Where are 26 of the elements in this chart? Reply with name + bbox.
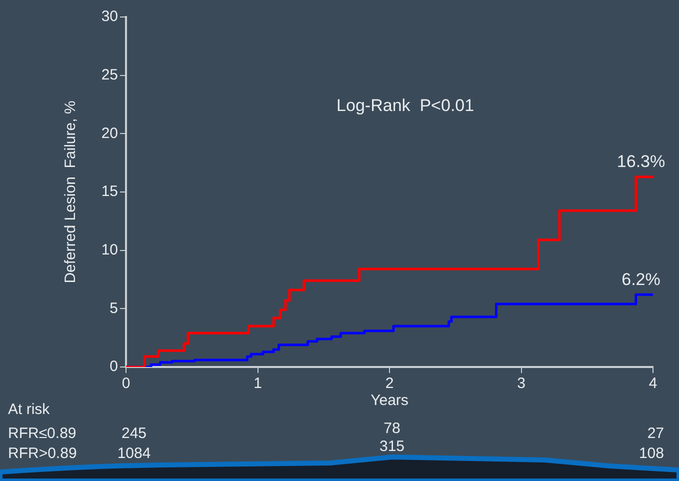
y-axis-title: Deferred Lesion Failure, % [62, 100, 80, 284]
text: RFR≤0.89 [8, 425, 76, 442]
x-tick-label: 1 [254, 375, 262, 392]
text: At risk [8, 401, 50, 418]
x-tick-label: 0 [122, 375, 130, 392]
annotation: 16.3% [616, 152, 666, 172]
text: 108 [638, 445, 664, 462]
x-tick-label: 3 [517, 375, 526, 392]
text: 78 [382, 420, 402, 437]
y-tick-label: 20 [101, 124, 118, 142]
annotation: Log-Rank P<0.01 [336, 96, 474, 116]
text: 315 [378, 438, 406, 455]
text: RFR>0.89 [8, 445, 77, 462]
y-tick-label: 0 [110, 358, 118, 376]
y-tick-label: 15 [101, 183, 118, 200]
text: 245 [120, 425, 148, 442]
y-tick-label: 5 [110, 300, 118, 317]
text: 1084 [116, 445, 152, 462]
x-axis-title: Years [370, 392, 408, 410]
y-tick-label: 25 [101, 66, 118, 84]
x-tick-label: 2 [385, 375, 394, 392]
text: 27 [647, 425, 664, 442]
x-tick-label: 4 [648, 375, 658, 392]
annotation: 6.2% [622, 270, 660, 289]
y-tick-label: 10 [101, 241, 118, 258]
y-tick-label: 30 [101, 8, 118, 26]
